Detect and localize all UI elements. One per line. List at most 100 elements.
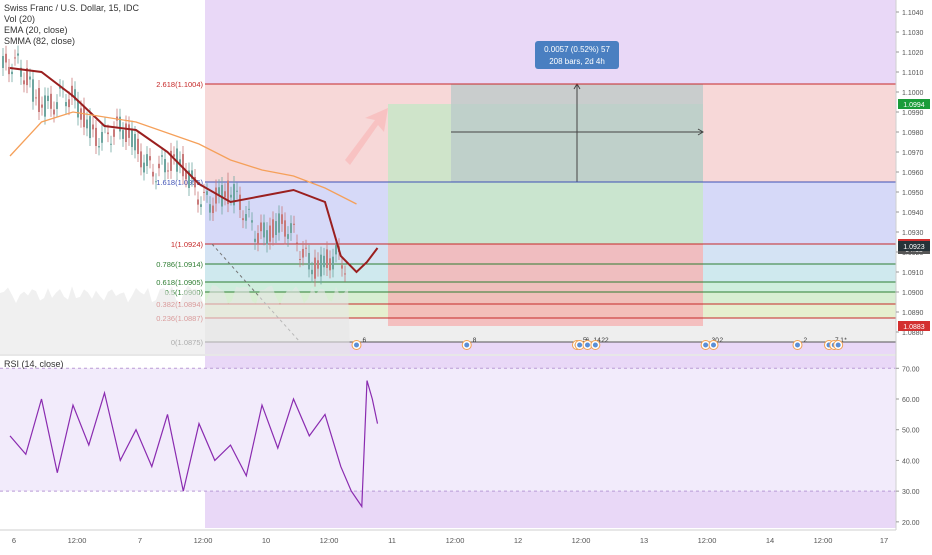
price-tick-label-15: 1.0890 bbox=[902, 310, 924, 317]
candle-body-10 bbox=[32, 79, 34, 102]
candle-body-63 bbox=[191, 170, 193, 179]
candle-body-1 bbox=[5, 53, 7, 63]
time-tick-label-14: 17 bbox=[880, 536, 888, 545]
volume-area bbox=[0, 285, 350, 354]
candle-body-105 bbox=[317, 260, 319, 269]
candle-body-85 bbox=[257, 233, 259, 244]
candle-body-96 bbox=[290, 223, 292, 233]
candle-body-80 bbox=[242, 218, 244, 221]
price-tag-4 bbox=[898, 321, 930, 331]
candles bbox=[2, 45, 346, 287]
price-tick-label-8: 1.0960 bbox=[902, 170, 924, 177]
event-label-2: 5 bbox=[583, 337, 587, 344]
price-tick-label-10: 1.0940 bbox=[902, 210, 924, 217]
candle-body-22 bbox=[68, 99, 70, 108]
indicator-smma[interactable]: SMMA (82, close) bbox=[4, 36, 76, 46]
candle-body-71 bbox=[215, 187, 217, 204]
time-tick-label-13: 12:00 bbox=[814, 536, 833, 545]
candle-body-45 bbox=[137, 138, 139, 154]
candle-body-9 bbox=[29, 76, 31, 80]
fib-label-2: 1(1.0924) bbox=[171, 240, 204, 249]
event-flag-7 bbox=[711, 342, 716, 348]
candle-body-114 bbox=[344, 273, 346, 275]
event-flag-11 bbox=[835, 342, 841, 348]
event-label-8: 2 bbox=[804, 337, 808, 344]
event-label-11: * bbox=[844, 337, 847, 344]
candle-body-53 bbox=[161, 155, 163, 157]
trend-arrow bbox=[345, 108, 388, 165]
time-tick-label-10: 13 bbox=[640, 536, 648, 545]
time-tick-label-3: 12:00 bbox=[194, 536, 213, 545]
price-tick-label-7: 1.0970 bbox=[902, 150, 924, 157]
candle-body-83 bbox=[251, 220, 253, 223]
candle-body-40 bbox=[122, 130, 124, 139]
candle-body-103 bbox=[311, 269, 313, 275]
price-tick-label-0: 1.1040 bbox=[902, 10, 924, 17]
candle-body-75 bbox=[227, 180, 229, 205]
candle-body-16 bbox=[50, 93, 52, 109]
candle-body-82 bbox=[248, 208, 250, 210]
candle-body-62 bbox=[188, 170, 190, 189]
time-tick-label-9: 12:00 bbox=[572, 536, 591, 545]
time-tick-label-7: 12:00 bbox=[446, 536, 465, 545]
measure-arrow-right bbox=[697, 128, 704, 136]
rsi-title[interactable]: RSI (14, close) bbox=[4, 359, 64, 369]
price-axis-bg bbox=[896, 0, 932, 550]
time-tick-label-8: 12 bbox=[514, 536, 522, 545]
event-label-1: 8 bbox=[473, 337, 477, 344]
indicator-ema[interactable]: EMA (20, close) bbox=[4, 25, 68, 35]
candle-body-68 bbox=[206, 191, 208, 195]
rsi-tick-label-5: 20.00 bbox=[902, 520, 920, 527]
candle-body-37 bbox=[113, 129, 115, 137]
candle-body-79 bbox=[239, 194, 241, 210]
candle-body-110 bbox=[332, 256, 334, 270]
candle-body-2 bbox=[8, 66, 10, 75]
indicator-vol[interactable]: Vol (20) bbox=[4, 14, 36, 24]
symbol-title[interactable]: Swiss Franc / U.S. Dollar, 15, IDC bbox=[4, 3, 140, 13]
candle-body-47 bbox=[143, 162, 145, 173]
candle-body-35 bbox=[107, 132, 109, 135]
candle-body-113 bbox=[341, 265, 343, 269]
candle-body-14 bbox=[44, 95, 46, 117]
price-tag-0 bbox=[898, 99, 930, 109]
candle-body-74 bbox=[224, 191, 226, 198]
candle-body-102 bbox=[308, 252, 310, 270]
rsi-tick-label-4: 30.00 bbox=[902, 489, 920, 496]
time-tick-label-4: 10 bbox=[262, 536, 270, 545]
candle-body-91 bbox=[275, 221, 277, 236]
candle-body-15 bbox=[47, 95, 49, 101]
candle-body-27 bbox=[83, 105, 85, 128]
candle-body-32 bbox=[98, 146, 100, 148]
event-label-10: 1 bbox=[840, 337, 844, 344]
price-tick-label-1: 1.1030 bbox=[902, 30, 924, 37]
candle-body-44 bbox=[134, 134, 136, 151]
candle-body-52 bbox=[158, 163, 160, 169]
candle-body-13 bbox=[41, 104, 43, 108]
event-flag-5 bbox=[592, 342, 598, 348]
candle-body-43 bbox=[131, 128, 133, 148]
event-flag-8 bbox=[795, 342, 800, 348]
price-tag-label-4: 1.0883 bbox=[903, 324, 925, 331]
candle-body-69 bbox=[209, 204, 211, 213]
event-flag-4 bbox=[585, 342, 590, 348]
time-tick-label-11: 12:00 bbox=[698, 536, 717, 545]
event-flag-6 bbox=[703, 342, 709, 348]
event-label-5: 22 bbox=[601, 337, 609, 344]
candle-body-76 bbox=[230, 194, 232, 198]
candle-body-95 bbox=[287, 234, 289, 239]
candle-body-5 bbox=[17, 53, 19, 56]
candle-body-21 bbox=[65, 102, 67, 107]
candle-body-7 bbox=[23, 80, 25, 85]
candle-body-88 bbox=[266, 230, 268, 245]
event-flag-3 bbox=[577, 342, 583, 348]
measure-tooltip-line1: 0.0057 (0.52%) 57 bbox=[544, 45, 610, 54]
candle-body-19 bbox=[59, 87, 61, 89]
candle-body-30 bbox=[92, 124, 94, 130]
price-tick-label-9: 1.0950 bbox=[902, 190, 924, 197]
candle-body-70 bbox=[212, 205, 214, 214]
candle-body-94 bbox=[284, 220, 286, 237]
candle-body-64 bbox=[194, 176, 196, 188]
price-tick-label-2: 1.1020 bbox=[902, 50, 924, 57]
